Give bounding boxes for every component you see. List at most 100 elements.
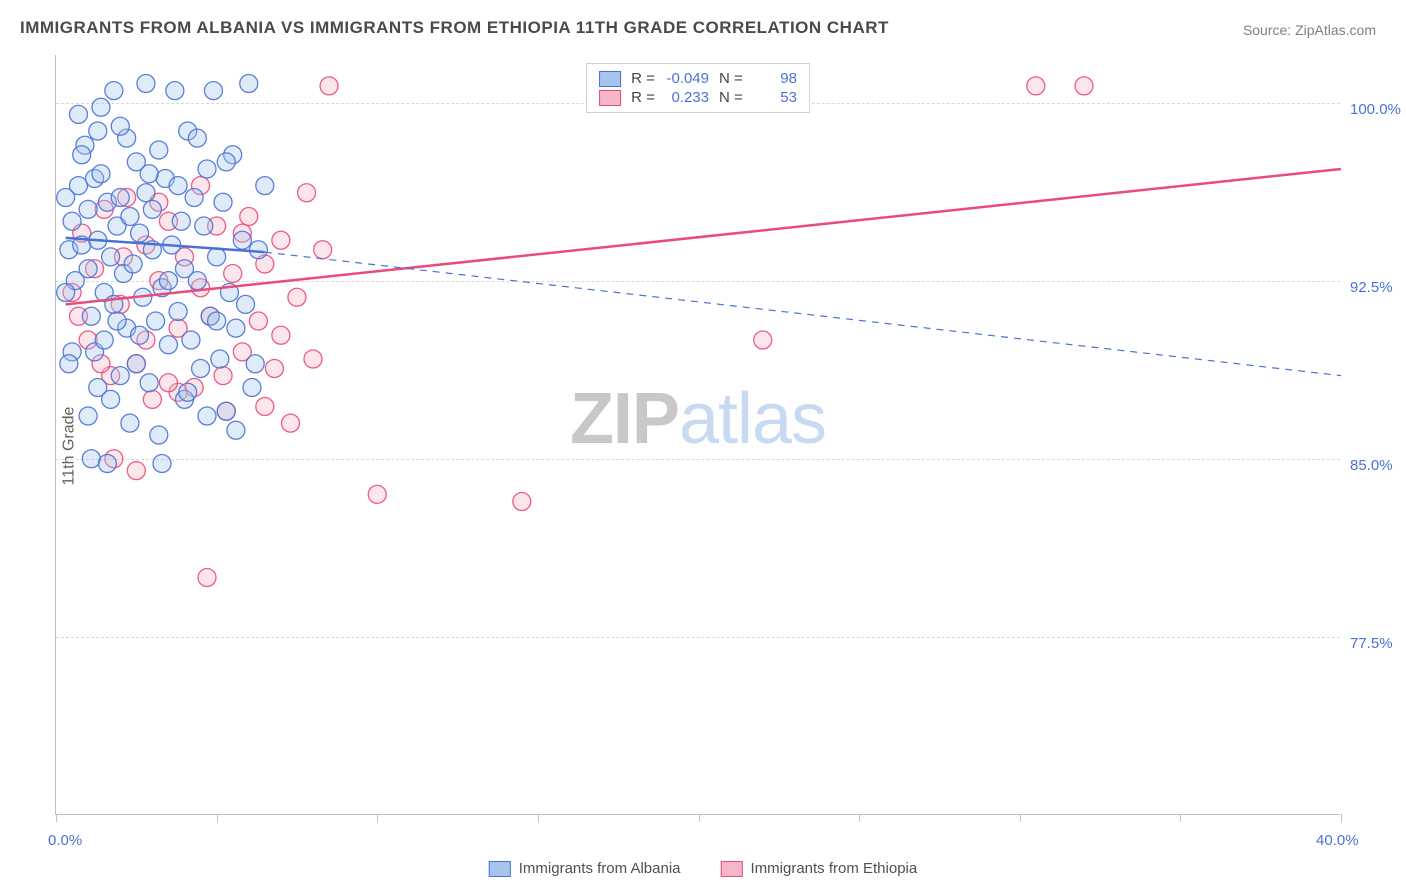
- x-tick-label: 0.0%: [48, 832, 82, 849]
- stats-legend: R = -0.049 N = 98 R = 0.233 N = 53: [586, 63, 810, 113]
- marker: [111, 367, 129, 385]
- marker: [198, 160, 216, 178]
- marker: [169, 303, 187, 321]
- x-tick: [217, 814, 218, 822]
- legend-label-albania: Immigrants from Albania: [519, 860, 681, 877]
- marker: [185, 189, 203, 207]
- marker: [256, 177, 274, 195]
- marker: [105, 82, 123, 100]
- marker: [127, 462, 145, 480]
- marker: [82, 307, 100, 325]
- marker: [108, 312, 126, 330]
- marker: [217, 153, 235, 171]
- marker: [188, 272, 206, 290]
- stats-row-albania: R = -0.049 N = 98: [599, 70, 797, 87]
- marker: [211, 350, 229, 368]
- x-tick: [1020, 814, 1021, 822]
- marker: [57, 189, 75, 207]
- bottom-legend: Immigrants from Albania Immigrants from …: [489, 860, 917, 877]
- source-attribution: Source: ZipAtlas.com: [1243, 22, 1376, 38]
- marker: [240, 208, 258, 226]
- marker: [92, 165, 110, 183]
- marker: [98, 455, 116, 473]
- marker: [159, 272, 177, 290]
- marker: [272, 231, 290, 249]
- marker: [63, 212, 81, 230]
- marker: [111, 189, 129, 207]
- x-tick: [538, 814, 539, 822]
- marker: [140, 374, 158, 392]
- x-tick: [1341, 814, 1342, 822]
- marker: [198, 569, 216, 587]
- r-value-albania: -0.049: [659, 70, 709, 87]
- trend-line: [265, 252, 1341, 376]
- marker: [265, 360, 283, 378]
- marker: [102, 248, 120, 266]
- marker: [179, 383, 197, 401]
- x-tick: [377, 814, 378, 822]
- marker: [95, 331, 113, 349]
- x-tick: [1180, 814, 1181, 822]
- marker: [79, 260, 97, 278]
- marker: [150, 426, 168, 444]
- marker: [237, 295, 255, 313]
- marker: [256, 398, 274, 416]
- marker: [82, 450, 100, 468]
- marker: [320, 77, 338, 95]
- n-label: N =: [719, 89, 743, 106]
- y-tick-label: 77.5%: [1350, 635, 1393, 652]
- marker: [79, 407, 97, 425]
- legend-item-albania: Immigrants from Albania: [489, 860, 681, 877]
- n-value-albania: 98: [747, 70, 797, 87]
- marker: [147, 312, 165, 330]
- marker: [57, 284, 75, 302]
- legend-swatch-albania: [599, 71, 621, 87]
- legend-swatch-albania: [489, 861, 511, 877]
- marker: [143, 390, 161, 408]
- marker: [153, 455, 171, 473]
- r-label: R =: [631, 89, 655, 106]
- r-label: R =: [631, 70, 655, 87]
- marker: [249, 312, 267, 330]
- legend-item-ethiopia: Immigrants from Ethiopia: [721, 860, 918, 877]
- marker: [169, 177, 187, 195]
- x-tick-label: 40.0%: [1316, 832, 1359, 849]
- marker: [92, 98, 110, 116]
- marker: [1027, 77, 1045, 95]
- chart-svg: [56, 55, 1340, 814]
- marker: [159, 336, 177, 354]
- marker: [214, 193, 232, 211]
- plot-area: ZIPatlas R = -0.049 N = 98 R = 0.233 N =…: [55, 55, 1340, 815]
- marker: [304, 350, 322, 368]
- marker: [182, 331, 200, 349]
- marker: [131, 326, 149, 344]
- marker: [298, 184, 316, 202]
- marker: [188, 129, 206, 147]
- x-tick: [859, 814, 860, 822]
- n-value-ethiopia: 53: [747, 89, 797, 106]
- marker: [137, 184, 155, 202]
- marker: [227, 319, 245, 337]
- marker: [208, 248, 226, 266]
- marker: [217, 402, 235, 420]
- marker: [121, 208, 139, 226]
- marker: [166, 82, 184, 100]
- marker: [131, 224, 149, 242]
- marker: [172, 212, 190, 230]
- y-tick-label: 100.0%: [1350, 101, 1401, 118]
- y-tick-label: 92.5%: [1350, 279, 1393, 296]
- marker: [368, 485, 386, 503]
- marker: [227, 421, 245, 439]
- chart-title: IMMIGRANTS FROM ALBANIA VS IMMIGRANTS FR…: [20, 18, 889, 38]
- marker: [140, 165, 158, 183]
- marker: [513, 493, 531, 511]
- legend-swatch-ethiopia: [721, 861, 743, 877]
- marker: [150, 141, 168, 159]
- marker: [272, 326, 290, 344]
- marker: [754, 331, 772, 349]
- marker: [69, 105, 87, 123]
- x-tick: [56, 814, 57, 822]
- legend-swatch-ethiopia: [599, 90, 621, 106]
- marker: [195, 217, 213, 235]
- marker: [214, 367, 232, 385]
